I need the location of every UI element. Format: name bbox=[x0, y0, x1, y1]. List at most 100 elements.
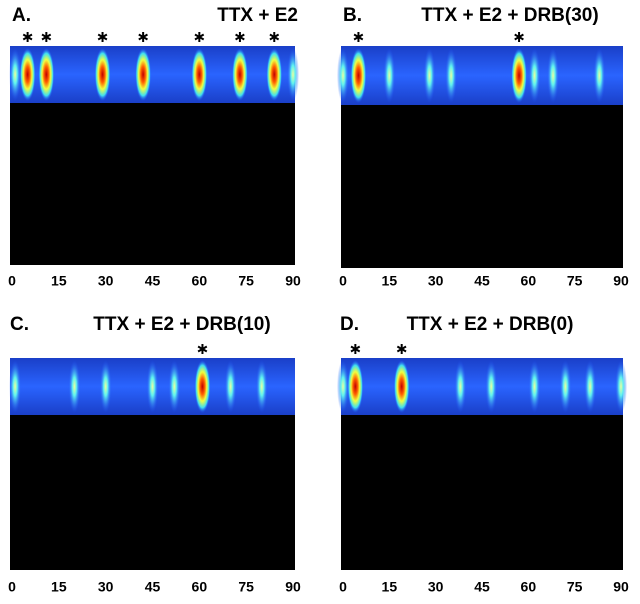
event-spot bbox=[287, 48, 299, 101]
panel-label: C. bbox=[10, 314, 29, 335]
x-tick-label: 30 bbox=[98, 579, 114, 595]
event-spot bbox=[547, 48, 560, 103]
raster-area bbox=[10, 415, 295, 570]
event-spot bbox=[393, 360, 410, 413]
event-spot bbox=[231, 48, 248, 101]
event-spot bbox=[485, 360, 498, 413]
raster-area bbox=[10, 103, 295, 265]
x-tick-label: 45 bbox=[145, 579, 161, 595]
event-spot bbox=[337, 48, 349, 103]
x-tick-label: 45 bbox=[145, 273, 161, 289]
x-tick-label: 90 bbox=[613, 579, 629, 595]
event-spot bbox=[99, 360, 112, 413]
asterisk-stroke bbox=[269, 33, 280, 41]
peak-asterisk bbox=[269, 32, 280, 42]
x-tick-label: 75 bbox=[238, 273, 254, 289]
x-tick-label: 75 bbox=[567, 273, 583, 289]
raster-area bbox=[341, 415, 623, 570]
event-spot bbox=[445, 48, 458, 103]
peak-asterisk bbox=[197, 344, 208, 354]
asterisk-stroke bbox=[97, 33, 108, 41]
x-tick-label: 0 bbox=[8, 579, 16, 595]
asterisk-stroke bbox=[235, 33, 245, 41]
event-spot bbox=[559, 360, 572, 413]
asterisk-stroke bbox=[514, 33, 524, 41]
event-spot bbox=[511, 48, 528, 103]
event-spot bbox=[224, 360, 237, 413]
event-spot bbox=[255, 360, 268, 413]
x-tick-label: 90 bbox=[285, 579, 301, 595]
panel-title: TTX + E2 bbox=[217, 5, 298, 26]
asterisk-stroke bbox=[350, 345, 361, 353]
x-tick-label: 0 bbox=[339, 273, 347, 289]
event-spot bbox=[38, 48, 55, 101]
asterisk-stroke bbox=[396, 345, 407, 353]
asterisk-stroke bbox=[194, 33, 205, 41]
x-tick-label: 30 bbox=[428, 579, 444, 595]
peak-asterisk bbox=[194, 32, 205, 42]
heatmap-band bbox=[341, 46, 623, 105]
x-tick-label: 15 bbox=[382, 579, 398, 595]
panel-label: A. bbox=[12, 5, 31, 26]
event-spot bbox=[528, 48, 541, 103]
x-tick-label: 60 bbox=[521, 579, 537, 595]
event-spot bbox=[615, 360, 627, 413]
x-tick-label: 90 bbox=[285, 273, 301, 289]
asterisk-stroke bbox=[22, 33, 33, 41]
asterisk-stroke bbox=[41, 33, 52, 41]
peak-asterisk bbox=[514, 32, 524, 42]
event-spot bbox=[68, 360, 81, 413]
peak-asterisk bbox=[350, 344, 361, 354]
event-spot bbox=[191, 48, 208, 101]
x-tick-label: 60 bbox=[192, 273, 208, 289]
event-spot bbox=[423, 48, 436, 103]
x-tick-label: 60 bbox=[192, 579, 208, 595]
x-tick-label: 0 bbox=[339, 579, 347, 595]
event-spot bbox=[593, 48, 606, 103]
asterisk-stroke bbox=[353, 33, 364, 41]
event-spot bbox=[454, 360, 467, 413]
x-tick-label: 90 bbox=[613, 273, 629, 289]
event-spot bbox=[350, 48, 367, 103]
event-spot bbox=[9, 360, 22, 413]
heatmap-band bbox=[341, 358, 623, 415]
event-spot bbox=[584, 360, 597, 413]
event-spot bbox=[337, 360, 349, 413]
peak-asterisk bbox=[138, 32, 148, 42]
asterisk-stroke bbox=[138, 33, 148, 41]
x-tick-label: 15 bbox=[382, 273, 398, 289]
peak-asterisk bbox=[396, 344, 407, 354]
event-spot bbox=[383, 48, 396, 103]
peak-asterisk bbox=[97, 32, 108, 42]
event-spot bbox=[347, 360, 364, 413]
event-spot bbox=[135, 48, 152, 101]
event-spot bbox=[19, 48, 36, 101]
event-spot bbox=[146, 360, 159, 413]
peak-asterisk bbox=[41, 32, 52, 42]
event-spot bbox=[9, 48, 22, 101]
event-spot bbox=[528, 360, 541, 413]
x-tick-label: 60 bbox=[521, 273, 537, 289]
x-tick-label: 15 bbox=[51, 273, 67, 289]
x-tick-label: 75 bbox=[567, 579, 583, 595]
panel-title: TTX + E2 + DRB(30) bbox=[421, 5, 598, 26]
raster-area bbox=[341, 105, 623, 268]
panel-label: D. bbox=[340, 314, 359, 335]
event-spot bbox=[168, 360, 181, 413]
panel-label: B. bbox=[343, 5, 362, 26]
panel-title: TTX + E2 + DRB(0) bbox=[407, 314, 574, 335]
event-spot bbox=[194, 360, 211, 413]
event-spot bbox=[94, 48, 111, 101]
x-tick-label: 45 bbox=[474, 579, 490, 595]
x-tick-label: 0 bbox=[8, 273, 16, 289]
panel-title: TTX + E2 + DRB(10) bbox=[93, 314, 270, 335]
x-tick-label: 75 bbox=[238, 579, 254, 595]
x-tick-label: 15 bbox=[51, 579, 67, 595]
x-tick-label: 30 bbox=[98, 273, 114, 289]
x-tick-label: 45 bbox=[474, 273, 490, 289]
event-spot bbox=[266, 48, 283, 101]
peak-asterisk bbox=[22, 32, 33, 42]
x-tick-label: 30 bbox=[428, 273, 444, 289]
asterisk-stroke bbox=[197, 345, 208, 353]
